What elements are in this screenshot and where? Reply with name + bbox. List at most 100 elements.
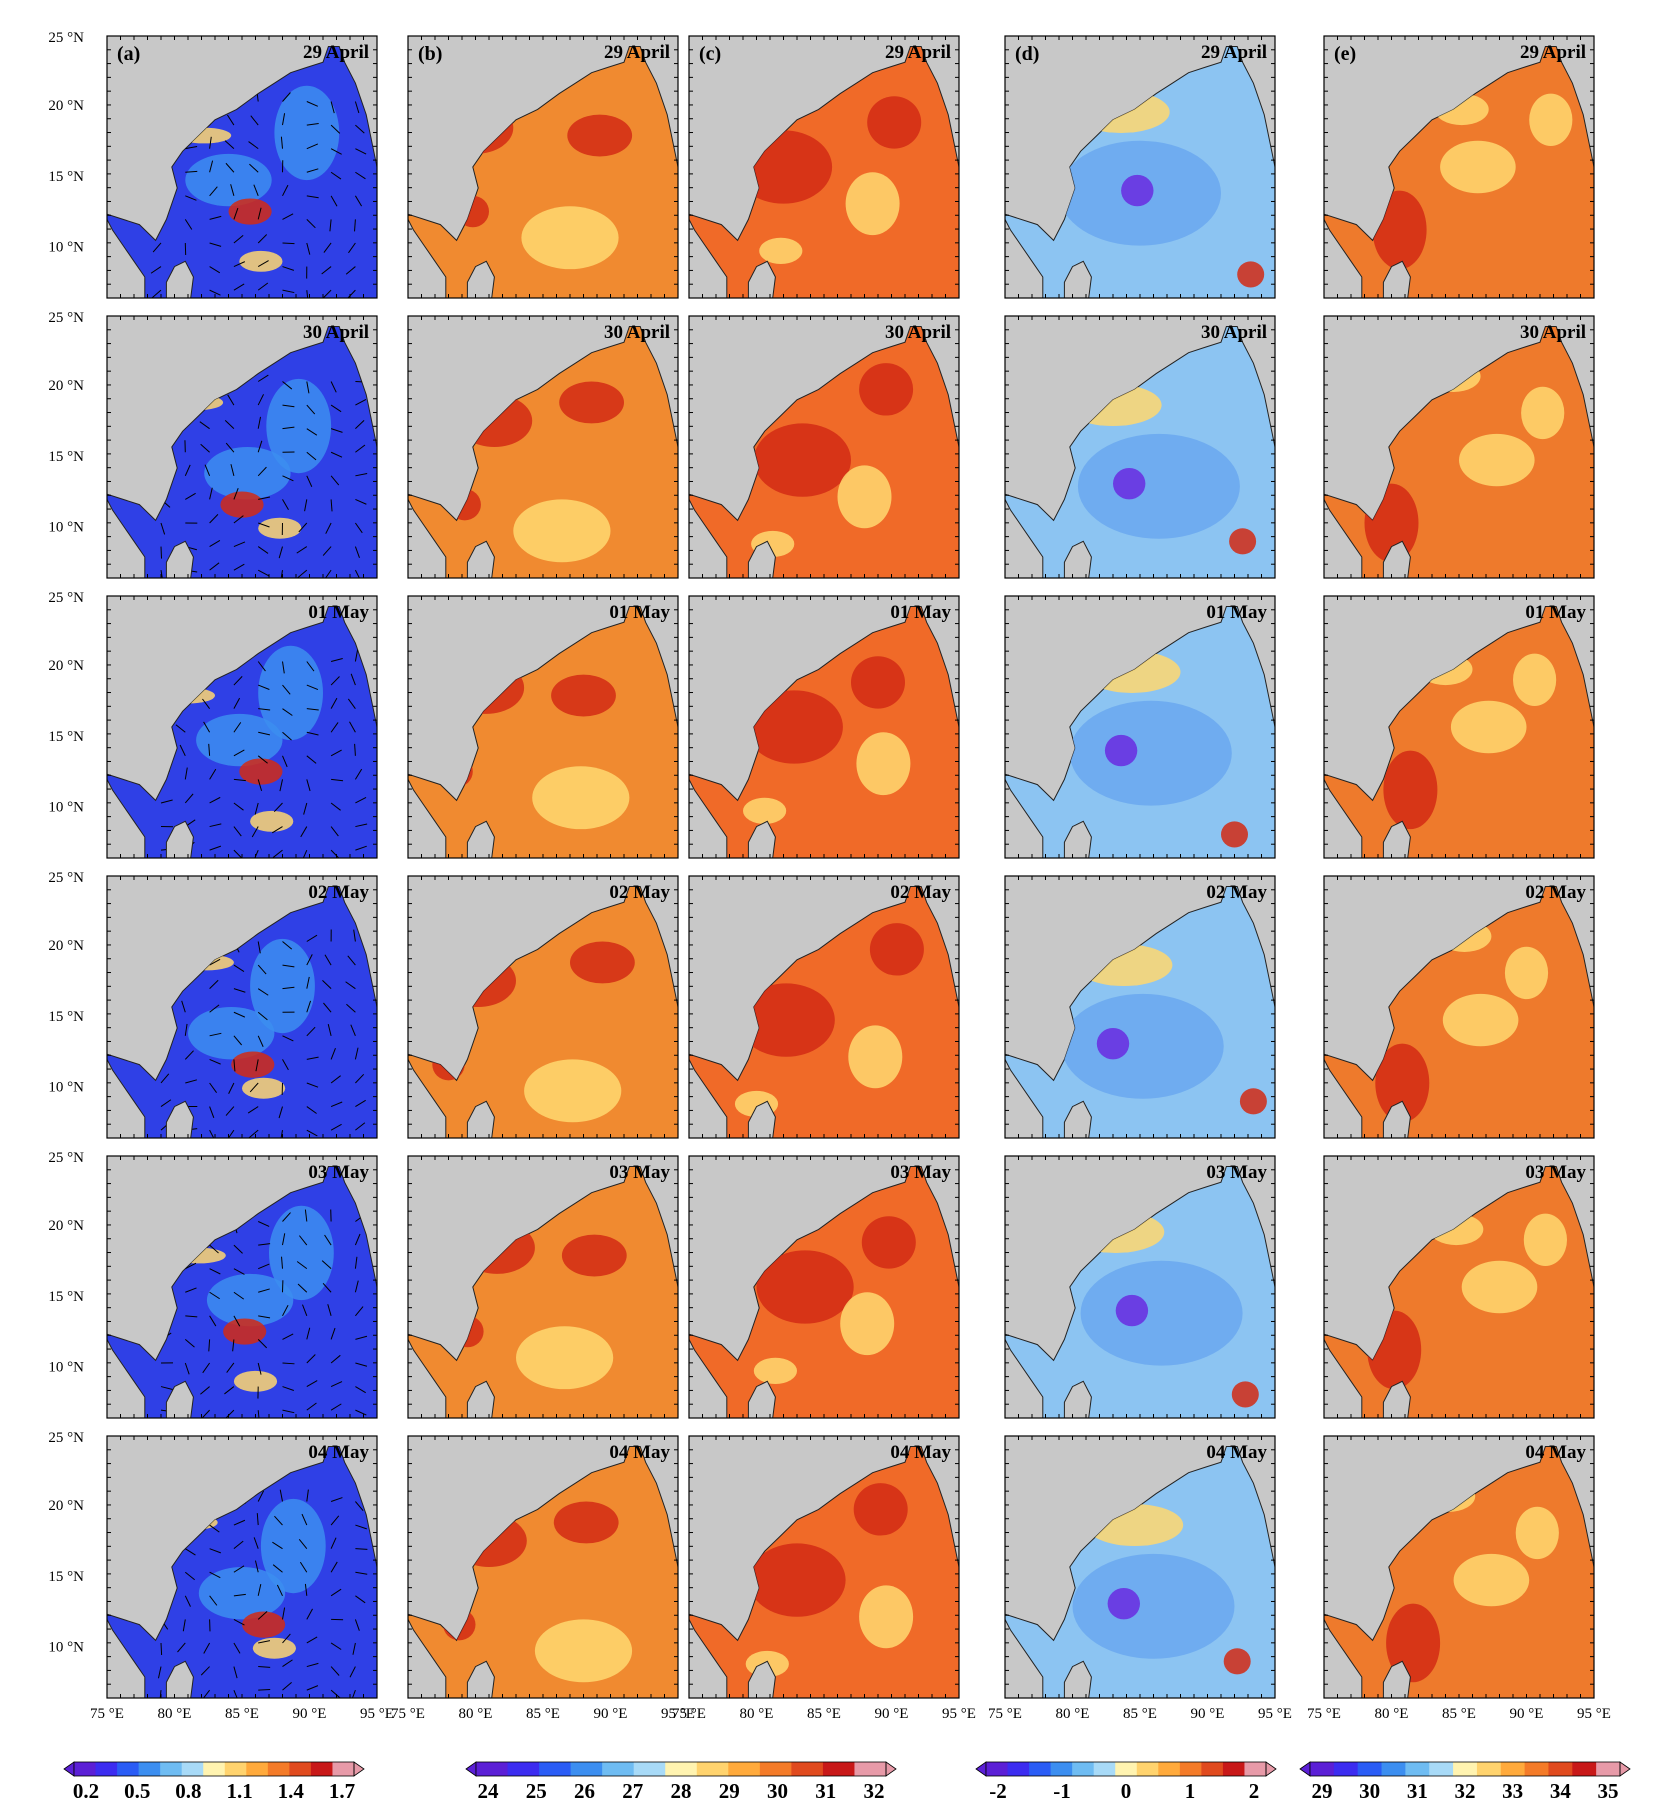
velocity-arrow (282, 1233, 286, 1246)
velocity-arrow (306, 755, 317, 764)
velocity-arrow (330, 381, 337, 393)
velocity-arrow (274, 1515, 283, 1526)
velocity-arrow (325, 522, 332, 534)
longitude-tick-label: 90 °E (293, 1706, 327, 1722)
velocity-arrow (330, 195, 338, 207)
velocity-arrow (330, 676, 340, 686)
longitude-tick-label: 90 °E (594, 1706, 628, 1722)
velocity-arrow (179, 744, 186, 757)
field-feature (1229, 528, 1257, 555)
velocity-arrow (322, 979, 332, 990)
field-feature (859, 363, 914, 416)
velocity-arrow (257, 1410, 260, 1418)
velocity-arrow (330, 475, 340, 486)
velocity-arrow (355, 1099, 366, 1107)
field-feature (1442, 993, 1519, 1047)
velocity-arrow (321, 266, 332, 275)
field-anomalies (158, 1205, 368, 1418)
velocity-arrow (257, 755, 268, 764)
velocity-arrow (349, 1666, 356, 1678)
velocity-arrow (350, 673, 356, 686)
velocity-arrow (306, 934, 318, 942)
date-label: 02 May (308, 882, 369, 903)
velocity-arrow (273, 802, 283, 813)
field-feature (753, 1357, 798, 1384)
velocity-arrow (185, 170, 198, 173)
colorbar-swatch (1429, 1762, 1454, 1776)
velocity-arrow (355, 1073, 365, 1084)
colorbar-swatch (74, 1762, 97, 1776)
map-panel (1323, 315, 1595, 579)
colorbar-swatch (1029, 1762, 1052, 1776)
velocity-arrow (257, 1221, 270, 1227)
velocity-arrow (330, 1101, 343, 1108)
longitude-tick-label: 80 °E (740, 1706, 774, 1722)
date-label: 03 May (1525, 1162, 1586, 1183)
colorbar-max-arrow (1265, 1761, 1277, 1777)
colorbars: 0.2 0.5 0.8 1.1 1.4 1.7 24 25 26 27 28 29 30 31 32 -2 -1… (63, 1761, 1631, 1803)
figure-labels: 29 April (a) 29 April (b) 29 April (c) 29 Apri… (48, 30, 1611, 1722)
colorbar-min-arrow (63, 1761, 75, 1777)
velocity-arrow (203, 1642, 211, 1654)
velocity-arrow (233, 488, 239, 500)
colorbar-swatch (117, 1762, 140, 1776)
date-label: 29 April (885, 42, 951, 63)
field-feature (551, 674, 616, 717)
velocity-arrow (298, 1539, 308, 1549)
latitude-tick-label: 20 °N (48, 1218, 84, 1234)
date-label: 04 May (609, 1442, 670, 1463)
velocity-arrow (306, 451, 317, 461)
velocity-arrow (209, 1244, 219, 1254)
velocity-arrow (302, 1304, 308, 1316)
velocity-arrow (233, 207, 239, 220)
velocity-arrow (157, 1666, 162, 1679)
velocity-arrow (354, 1280, 359, 1293)
velocity-arrow (258, 496, 271, 500)
velocity-arrow (233, 1244, 243, 1254)
colorbar-swatch (1548, 1762, 1573, 1776)
velocity-arrow (330, 171, 342, 180)
velocity-arrow (224, 1386, 235, 1395)
velocity-arrow (255, 1059, 259, 1072)
latitude-tick-label: 15 °N (48, 1009, 84, 1025)
velocity-arrow (306, 1685, 319, 1691)
longitude-tick-label: 85 °E (1442, 1706, 1476, 1722)
field-feature (239, 758, 283, 785)
velocity-arrow (306, 168, 319, 173)
velocity-arrow (276, 1584, 283, 1597)
map-panel (1004, 875, 1276, 1139)
colorbar-swatch (1007, 1762, 1030, 1776)
field-anomalies (1386, 1480, 1559, 1683)
colorbar-swatch (822, 1762, 855, 1776)
map-panel (1323, 595, 1595, 859)
field-feature (1440, 140, 1516, 194)
velocity-arrow (160, 570, 164, 578)
velocity-arrow (254, 1560, 259, 1573)
date-label: 02 May (609, 882, 670, 903)
field-feature (1375, 1043, 1430, 1123)
date-label: 01 May (890, 602, 951, 623)
velocity-arrow (233, 1035, 243, 1046)
velocity-arrow (209, 215, 222, 220)
colorbar-swatch (633, 1762, 666, 1776)
field-feature (242, 1611, 286, 1638)
colorbar-tick-label: 1 (1185, 1779, 1196, 1803)
field-feature (840, 1292, 895, 1356)
velocity-arrow (201, 1689, 210, 1698)
colorbar-tick-label: 24 (478, 1779, 500, 1803)
velocity-arrow (353, 929, 356, 942)
velocity-arrow (257, 1362, 262, 1375)
velocity-arrow (322, 546, 332, 556)
velocity-arrow (233, 826, 242, 837)
velocity-arrow (258, 1315, 271, 1319)
longitude-tick-label: 95 °E (1258, 1706, 1292, 1722)
velocity-arrow (209, 1291, 220, 1300)
velocity-arrow (258, 1288, 270, 1293)
velocity-arrow (282, 941, 293, 950)
colorbar-swatch (1596, 1762, 1621, 1776)
colorbar-tick-label: 33 (1502, 1779, 1523, 1803)
velocity-arrow (209, 796, 221, 804)
date-label: 04 May (890, 1442, 951, 1463)
velocity-arrow (299, 1235, 308, 1246)
velocity-arrow (233, 541, 246, 548)
